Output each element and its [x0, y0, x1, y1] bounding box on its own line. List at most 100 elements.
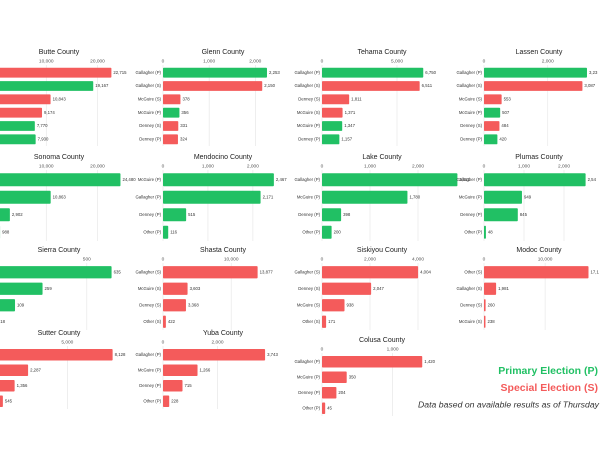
bar — [322, 81, 420, 91]
value-label: 635 — [114, 269, 122, 274]
value-label: 228 — [171, 398, 179, 403]
category-label: McGuire (P) — [297, 123, 321, 128]
value-label: 845 — [520, 212, 528, 217]
category-label: Other (P) — [464, 229, 482, 234]
bar — [322, 387, 337, 399]
chart-title: Glenn County — [202, 49, 245, 56]
chart-title: Modoc County — [516, 247, 562, 254]
value-label: 3,087 — [584, 83, 595, 88]
x-tick-label: 10,000 — [224, 256, 239, 262]
bar — [484, 121, 500, 131]
value-label: 10,843 — [53, 96, 67, 101]
category-label: Other (P) — [143, 398, 161, 403]
x-tick-label: 0 — [162, 58, 165, 64]
bar — [322, 225, 332, 239]
value-label: 1,347 — [344, 123, 355, 128]
category-label: McGuire (S) — [297, 110, 321, 115]
category-label: McGuire (P) — [138, 177, 162, 182]
category-label: Denney (S) — [139, 123, 161, 128]
value-label: 2,467 — [276, 177, 287, 182]
value-label: 260 — [488, 302, 496, 307]
chart-title: Colusa County — [359, 337, 405, 344]
x-tick-label: 500 — [83, 256, 91, 262]
value-label: 22,715 — [113, 70, 127, 75]
value-label: 1,420 — [424, 359, 435, 364]
value-label: 398 — [343, 212, 351, 217]
category-label: McGuire (P) — [459, 110, 483, 115]
value-label: 19,167 — [95, 83, 109, 88]
category-label: Denney (P) — [139, 383, 161, 388]
category-label: McGuire (S) — [459, 319, 483, 324]
value-label: 18 — [0, 319, 5, 324]
bar — [0, 299, 16, 312]
value-label: 13,877 — [260, 269, 274, 274]
bar — [0, 107, 43, 118]
bar — [322, 266, 419, 279]
x-tick-label: 2,000 — [247, 163, 259, 169]
category-label: Denney (S) — [298, 286, 320, 291]
category-label: Denney (S) — [460, 123, 482, 128]
value-label: 1,371 — [345, 110, 356, 115]
category-label: Denney (S) — [298, 96, 320, 101]
x-tick-label: 0 — [321, 58, 324, 64]
bar — [484, 81, 583, 91]
bar — [163, 299, 186, 312]
category-label: McGuire (P) — [138, 110, 162, 115]
category-label: Denney (P) — [139, 136, 161, 141]
bar — [163, 349, 266, 361]
bar — [163, 190, 261, 204]
category-label: Other (S) — [464, 269, 482, 274]
value-label: 48 — [488, 229, 493, 234]
value-label: 515 — [188, 212, 196, 217]
value-label: 3,603 — [190, 286, 201, 291]
category-label: Gallagher (P) — [456, 70, 482, 75]
bar — [484, 282, 497, 295]
x-tick-label: 2,000 — [412, 163, 424, 169]
bar — [0, 94, 51, 105]
bar — [322, 67, 424, 78]
bar — [0, 134, 36, 145]
bar — [322, 107, 343, 118]
bar — [484, 134, 498, 145]
chart-title: Lassen County — [516, 49, 563, 56]
bar — [484, 173, 586, 187]
chart-title: Plumas County — [515, 154, 563, 161]
bar — [163, 81, 263, 91]
bar — [163, 107, 180, 118]
x-tick-label: 2,000 — [558, 163, 570, 169]
x-tick-label: 0 — [162, 339, 165, 345]
x-tick-label: 2,000 — [542, 58, 554, 64]
bar — [0, 121, 35, 131]
chart-title: Shasta County — [200, 247, 246, 254]
bar — [163, 395, 170, 407]
value-label: 1,266 — [200, 367, 211, 372]
bar — [163, 315, 166, 328]
category-label: Gallagher (S) — [456, 286, 482, 291]
category-label: Gallagher (S) — [294, 83, 320, 88]
bar — [0, 266, 112, 279]
value-label: 109 — [17, 302, 25, 307]
value-label: 6,511 — [422, 83, 433, 88]
bar — [0, 364, 29, 376]
x-tick-label: 4,000 — [412, 256, 424, 262]
value-label: 1,157 — [341, 136, 352, 141]
value-label: 238 — [487, 319, 495, 324]
value-label: 420 — [499, 136, 507, 141]
bar — [0, 81, 94, 91]
bar — [322, 190, 408, 204]
chart-title: Siskiyou County — [357, 247, 408, 254]
x-tick-label: 2,000 — [364, 256, 376, 262]
value-label: 4,004 — [420, 269, 431, 274]
bar — [163, 121, 179, 131]
value-label: 259 — [45, 286, 53, 291]
x-tick-label: 1,000 — [387, 346, 399, 352]
bar — [484, 225, 486, 239]
x-tick-label: 5,000 — [391, 58, 403, 64]
value-label: 484 — [501, 123, 509, 128]
value-label: 988 — [2, 229, 10, 234]
value-label: 7,770 — [37, 123, 48, 128]
bar — [322, 299, 345, 312]
value-label: 545 — [5, 398, 13, 403]
category-label: Denney (P) — [298, 212, 320, 217]
bar — [322, 121, 343, 131]
